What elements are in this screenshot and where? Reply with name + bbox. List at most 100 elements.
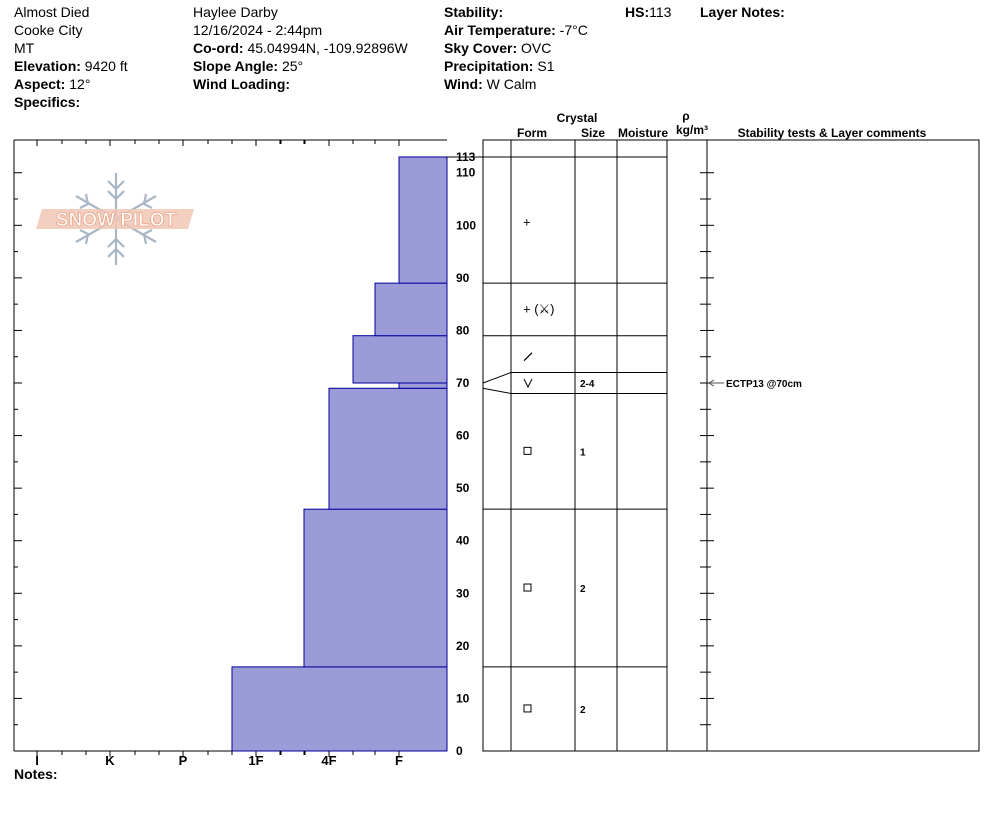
precip-row: Precipitation: S1 (444, 57, 588, 75)
header-col-3: Stability: Air Temperature: -7°C Sky Cov… (444, 3, 588, 93)
moisture-header: Moisture (618, 126, 668, 140)
sky-cover-label: Sky Cover: (444, 40, 518, 56)
hardness-label: K (105, 753, 115, 768)
slope-label: Slope Angle: (193, 58, 279, 74)
crystal-size: 2 (580, 584, 586, 595)
hs-row: HS:113 (625, 3, 671, 21)
header-col-2: Haylee Darby 12/16/2024 - 2:44pm Co-ord:… (193, 3, 408, 93)
crystal-form-square (523, 446, 532, 455)
stability-row: Stability: (444, 3, 588, 21)
crystal-form: + (⚔) (523, 301, 555, 316)
crystal-size: 1 (580, 447, 586, 458)
hardness-bar (231, 666, 448, 752)
depth-label: 10 (456, 691, 470, 705)
layer-notes-row: Layer Notes: (700, 3, 785, 21)
observation-datetime: 12/16/2024 - 2:44pm (193, 22, 323, 38)
precip-label: Precipitation: (444, 58, 534, 74)
hardness-bar (328, 387, 448, 510)
depth-label: 50 (456, 481, 470, 495)
stability-tests: ECTP13 @70cm (708, 379, 802, 390)
form-header: Form (517, 126, 547, 140)
depth-label: 20 (456, 639, 470, 653)
depth-label: 70 (456, 376, 470, 390)
wind-row: Wind: W Calm (444, 75, 588, 93)
state-name: MT (14, 40, 35, 56)
air-temp-label: Air Temperature: (444, 22, 556, 38)
layer-boundaries (482, 156, 667, 668)
slope-value: 25° (281, 58, 304, 74)
size-header: Size (581, 126, 605, 140)
aspect-row: Aspect: 12° (14, 75, 128, 93)
elevation-value: 9420 ft (84, 58, 128, 74)
area-name: Cooke City (14, 22, 83, 38)
hardness-label: I (35, 753, 39, 768)
hardness-bar (374, 282, 448, 337)
crystal-rows: + + (⚔) 2-4 1 2 2 (523, 215, 595, 716)
notes-row: Notes: (14, 766, 58, 782)
wind-label: Wind: (444, 76, 483, 92)
stability-label: Stability: (444, 4, 504, 20)
observer-name: Haylee Darby (193, 4, 278, 20)
stability-test-label: ECTP13 @70cm (726, 379, 802, 390)
crystal-size: 2 (580, 705, 586, 716)
specifics-row: Specifics: (14, 93, 128, 111)
rho-header: ρ (682, 109, 689, 123)
stability-test-arrowhead (708, 379, 715, 387)
hardness-bar (352, 335, 448, 384)
coord-value: 45.04994N, -109.92896W (247, 40, 408, 56)
logo-text: SNOW PILOT (56, 210, 177, 231)
hardness-label: 4F (321, 753, 336, 768)
crystal-header: Crystal (557, 111, 598, 125)
depth-label: 90 (456, 271, 470, 285)
stability-tests-header: Stability tests & Layer comments (738, 126, 927, 140)
crystal-form-v (523, 378, 533, 389)
depth-label: 40 (456, 534, 470, 548)
crystal-form-slash (523, 352, 533, 362)
depth-label: 60 (456, 429, 470, 443)
air-temp-value: -7°C (559, 22, 588, 38)
hardness-bar (303, 508, 448, 668)
depth-label: 110 (456, 166, 476, 180)
air-temp-row: Air Temperature: -7°C (444, 21, 588, 39)
layer-connector (482, 372, 512, 384)
specifics-label: Specifics: (14, 94, 81, 110)
depth-label: 100 (456, 218, 476, 232)
location-name: Almost Died (14, 4, 90, 20)
layer-notes-label: Layer Notes: (700, 4, 785, 20)
depth-label: 80 (456, 323, 470, 337)
snowpilot-logo: SNOW PILOT (36, 173, 194, 265)
precip-value: S1 (537, 58, 555, 74)
crystal-form-square (523, 583, 532, 592)
hardness-bar (398, 156, 448, 284)
elevation-label: Elevation: (14, 58, 81, 74)
layer-connector (482, 387, 512, 395)
crystal-size: 2-4 (580, 379, 595, 390)
wind-loading-label: Wind Loading: (193, 76, 291, 92)
hardness-label: 1F (248, 753, 263, 768)
hs-label: HS: (625, 4, 650, 20)
coord-row: Co-ord: 45.04994N, -109.92896W (193, 39, 408, 57)
sky-cover-value: OVC (521, 40, 552, 56)
wind-value: W Calm (482, 76, 537, 92)
hardness-ticks: I K P 1F 4F F (35, 140, 403, 768)
header-col-1: Almost Died Cooke City MT Elevation: 942… (14, 3, 128, 111)
aspect-label: Aspect: (14, 76, 66, 92)
elevation-row: Elevation: 9420 ft (14, 57, 128, 75)
sky-cover-row: Sky Cover: OVC (444, 39, 588, 57)
hardness-bar (398, 382, 448, 389)
hardness-label: F (395, 753, 403, 768)
density-unit-header: kg/m³ (676, 123, 708, 137)
hardness-bars (231, 156, 448, 752)
crystal-table-frame (482, 139, 980, 752)
crystal-form: + (523, 215, 531, 230)
depth-label: 30 (456, 586, 470, 600)
crystal-form-square (523, 704, 532, 713)
hardness-label: P (179, 753, 188, 768)
slope-row: Slope Angle: 25° (193, 57, 408, 75)
aspect-value: 12° (69, 76, 91, 92)
wind-loading-row: Wind Loading: (193, 75, 408, 93)
coord-label: Co-ord: (193, 40, 244, 56)
notes-label: Notes: (14, 766, 58, 782)
depth-label: 0 (456, 744, 463, 758)
